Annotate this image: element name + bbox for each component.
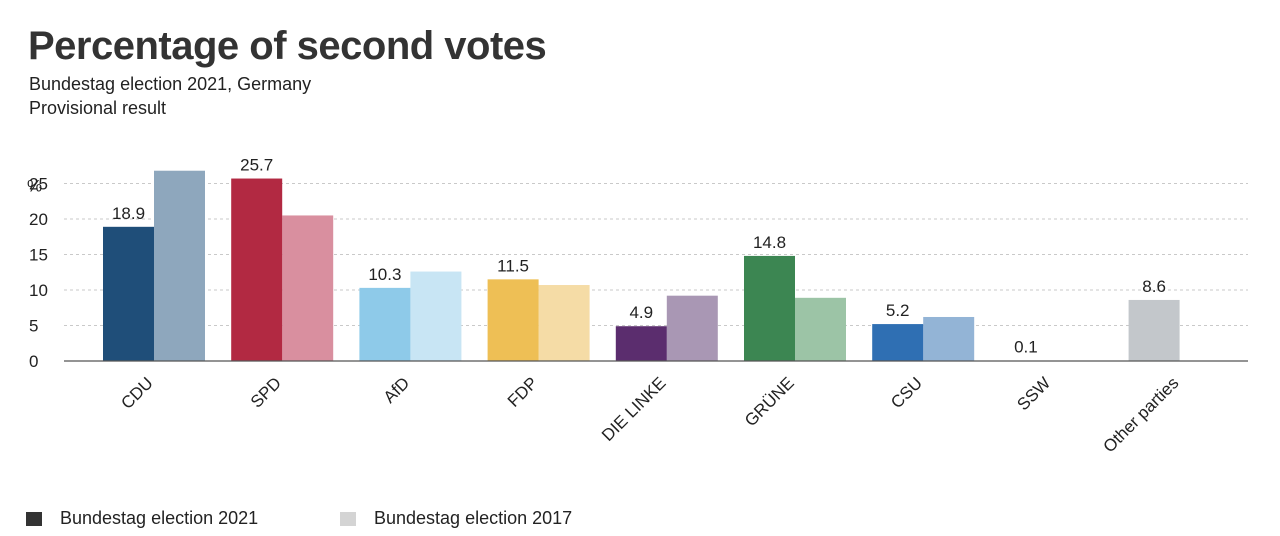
data-label: 4.9 (629, 303, 653, 322)
category-label: CSU (887, 373, 926, 412)
data-label: 0.1 (1014, 337, 1038, 356)
y-tick-label: 10 (29, 281, 48, 300)
bar-2017 (154, 170, 205, 361)
legend-swatch-2021 (26, 511, 42, 526)
bar-2017 (282, 215, 334, 361)
legend-label-2021: Bundestag election 2021 (60, 508, 259, 528)
category-label: SPD (247, 373, 285, 411)
category-label: FDP (504, 373, 541, 410)
data-label: 8.6 (1142, 277, 1166, 296)
category-label: CDU (117, 373, 156, 412)
bar-2021 (872, 324, 924, 361)
bar-chart: 0 5 10 15 20 25% 18.9 CDU 25.7 SPD 10.3 AfD 11.5 FDP 4… (27, 156, 1248, 456)
category-label: SSW (1013, 373, 1054, 414)
bar-2021 (487, 279, 539, 361)
bar-2021 (231, 178, 283, 361)
category-label: GRÜNE (741, 373, 798, 430)
legend-item-2017: Bundestag election 2017 (340, 508, 572, 529)
chart-subtitle-line-2: Provisional result (29, 98, 167, 118)
bar-2021 (103, 226, 154, 361)
bar-2017 (410, 271, 462, 361)
y-tick-label: 25 (29, 175, 48, 194)
y-tick-label: 20 (29, 210, 48, 229)
bar-2017 (538, 285, 590, 361)
y-tick-label: 15 (29, 246, 48, 265)
y-tick-label: 0 (29, 352, 38, 371)
bar-2021 (1128, 299, 1180, 361)
bar-2017 (923, 316, 975, 361)
y-axis-unit-label: % (27, 177, 42, 196)
bar-2021 (359, 287, 411, 361)
bar-2017 (666, 295, 718, 361)
bar-2017 (795, 297, 846, 361)
legend-label-2017: Bundestag election 2017 (374, 508, 573, 528)
data-label: 11.5 (497, 256, 529, 275)
data-label: 14.8 (753, 233, 786, 252)
category-label: Other parties (1100, 373, 1183, 456)
data-label: 10.3 (368, 265, 401, 284)
data-label: 5.2 (886, 301, 910, 320)
chart-subtitle-line-1: Bundestag election 2021, Germany (29, 74, 312, 94)
data-label: 18.9 (112, 204, 145, 223)
category-label: DIE LINKE (598, 373, 670, 445)
y-tick-label: 5 (29, 317, 38, 336)
bar-2021 (744, 255, 795, 361)
legend-item-2021: Bundestag election 2021 (26, 508, 258, 529)
category-label: AfD (380, 373, 413, 406)
data-label: 25.7 (240, 156, 273, 175)
bar-2021 (615, 326, 667, 361)
legend-swatch-2017 (340, 511, 356, 526)
chart-title: Percentage of second votes (28, 24, 547, 68)
